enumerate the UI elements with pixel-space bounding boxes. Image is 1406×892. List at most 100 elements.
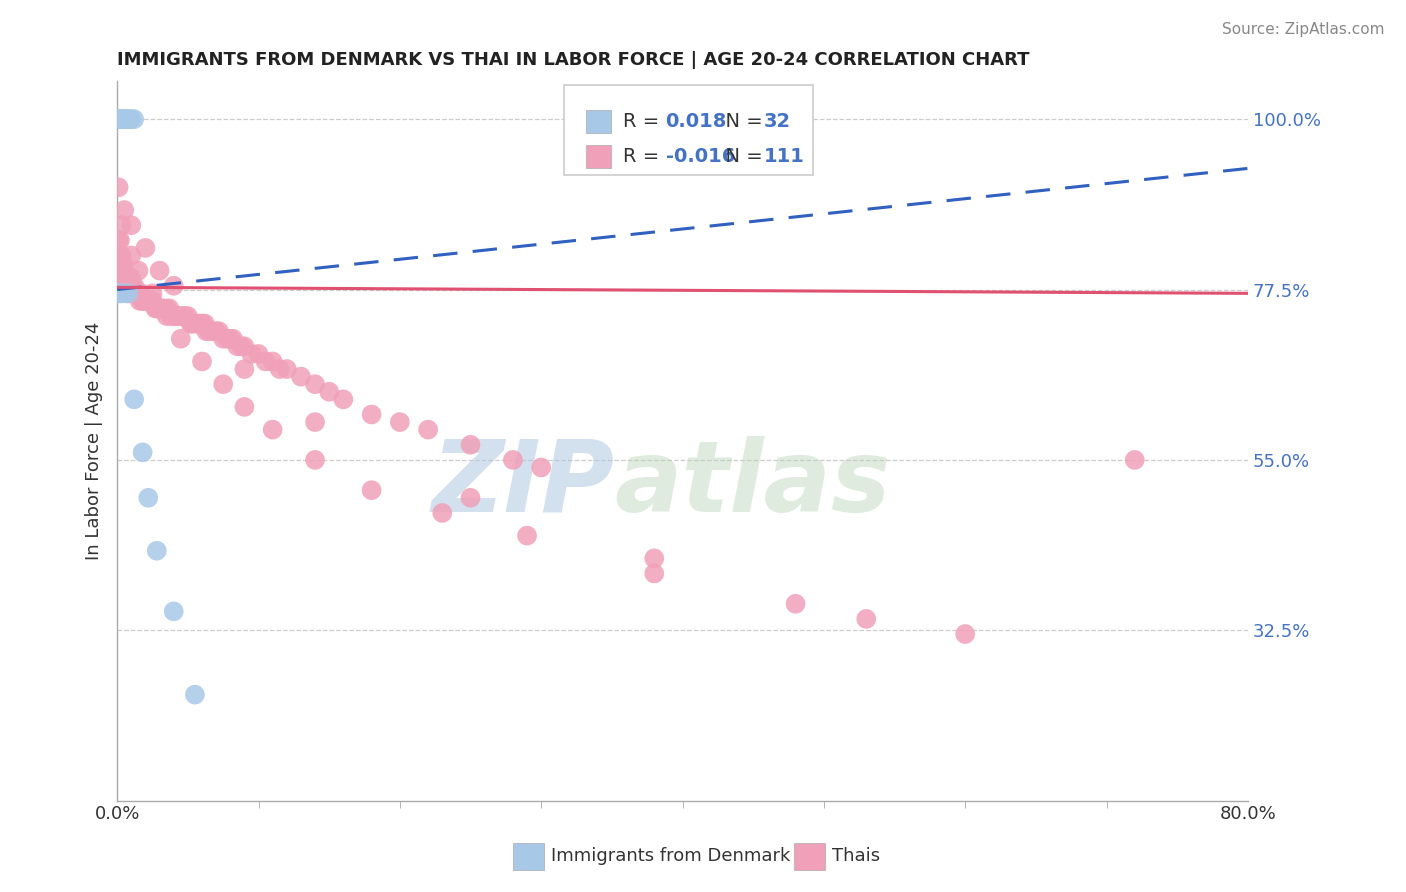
- Point: [131, 445, 153, 459]
- Point: [194, 317, 217, 331]
- Point: [108, 233, 131, 247]
- Text: R =: R =: [623, 112, 665, 131]
- Point: [136, 491, 159, 505]
- Point: [191, 317, 214, 331]
- Text: -0.016: -0.016: [665, 147, 735, 166]
- Text: ZIP: ZIP: [432, 435, 614, 533]
- Point: [198, 324, 221, 338]
- Point: [121, 278, 143, 293]
- Point: [125, 286, 148, 301]
- Point: [114, 271, 136, 285]
- Point: [139, 293, 162, 308]
- Point: [177, 309, 200, 323]
- Point: [114, 112, 136, 127]
- Point: [240, 347, 263, 361]
- Point: [110, 112, 132, 127]
- Point: [222, 332, 245, 346]
- Text: atlas: atlas: [614, 435, 891, 533]
- Point: [112, 286, 135, 301]
- Point: [112, 263, 135, 277]
- Point: [1123, 453, 1146, 467]
- Point: [136, 293, 159, 308]
- Point: [117, 286, 139, 301]
- Point: [254, 354, 277, 368]
- Point: [108, 112, 131, 127]
- Point: [643, 551, 665, 566]
- Point: [111, 271, 134, 285]
- Point: [290, 369, 312, 384]
- Point: [122, 392, 145, 407]
- Point: [516, 528, 538, 542]
- Point: [226, 339, 249, 353]
- Point: [262, 423, 284, 437]
- Point: [170, 309, 193, 323]
- Point: [107, 112, 129, 127]
- Point: [124, 286, 146, 301]
- Point: [159, 301, 181, 316]
- Point: [153, 301, 176, 316]
- Point: [187, 317, 209, 331]
- Point: [110, 112, 132, 127]
- Text: Thais: Thais: [832, 847, 880, 865]
- Point: [108, 112, 131, 127]
- Point: [388, 415, 411, 429]
- Point: [188, 317, 211, 331]
- Text: N =: N =: [713, 112, 769, 131]
- Point: [107, 180, 129, 194]
- Point: [114, 278, 136, 293]
- Point: [233, 339, 256, 353]
- Point: [174, 309, 197, 323]
- Point: [107, 286, 129, 301]
- Point: [112, 112, 135, 127]
- FancyBboxPatch shape: [586, 145, 612, 168]
- Point: [131, 293, 153, 308]
- Point: [111, 256, 134, 270]
- Point: [107, 112, 129, 127]
- Text: Immigrants from Denmark: Immigrants from Denmark: [551, 847, 790, 865]
- Point: [115, 112, 138, 127]
- Point: [132, 293, 155, 308]
- Point: [247, 347, 270, 361]
- Point: [120, 271, 142, 285]
- Point: [163, 309, 186, 323]
- Point: [120, 112, 142, 127]
- Point: [122, 112, 145, 127]
- Point: [318, 384, 340, 399]
- Point: [530, 460, 553, 475]
- Y-axis label: In Labor Force | Age 20-24: In Labor Force | Age 20-24: [86, 322, 103, 560]
- Point: [107, 233, 129, 247]
- Point: [304, 415, 326, 429]
- Point: [262, 354, 284, 368]
- Point: [110, 271, 132, 285]
- Text: N =: N =: [713, 147, 769, 166]
- Point: [332, 392, 354, 407]
- Point: [276, 362, 298, 376]
- Point: [149, 263, 172, 277]
- Text: R =: R =: [623, 147, 665, 166]
- Point: [184, 688, 207, 702]
- Point: [173, 309, 195, 323]
- Point: [269, 362, 291, 376]
- Point: [163, 278, 186, 293]
- Point: [120, 286, 142, 301]
- Point: [145, 543, 167, 558]
- Point: [191, 354, 214, 368]
- Point: [156, 301, 179, 316]
- Point: [111, 112, 134, 127]
- Point: [149, 301, 172, 316]
- Point: [107, 112, 129, 127]
- Point: [181, 317, 204, 331]
- Point: [118, 112, 141, 127]
- Text: 0.018: 0.018: [665, 112, 727, 131]
- Point: [167, 309, 190, 323]
- Point: [134, 293, 156, 308]
- Point: [108, 286, 131, 301]
- Point: [304, 453, 326, 467]
- Point: [201, 324, 224, 338]
- Point: [128, 293, 150, 308]
- Text: 32: 32: [763, 112, 792, 131]
- Point: [643, 566, 665, 581]
- FancyBboxPatch shape: [564, 85, 813, 175]
- Point: [145, 301, 167, 316]
- Point: [231, 339, 253, 353]
